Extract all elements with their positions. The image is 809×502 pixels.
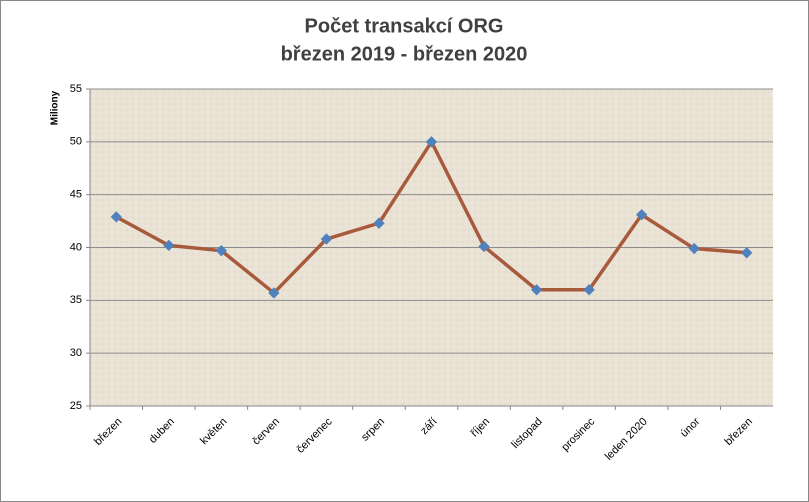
point-marker bbox=[635, 209, 648, 221]
point-marker bbox=[478, 240, 490, 253]
point-marker bbox=[320, 233, 333, 245]
y-tick-label: 30 bbox=[70, 347, 82, 359]
point-marker bbox=[583, 284, 595, 296]
point-marker bbox=[268, 287, 280, 299]
y-tick-label: 50 bbox=[70, 136, 82, 148]
point-marker bbox=[425, 136, 438, 148]
y-tick-label: 25 bbox=[70, 400, 82, 412]
y-axis-label: Miliony bbox=[50, 90, 61, 125]
point-marker bbox=[530, 284, 543, 296]
point-marker bbox=[163, 239, 175, 252]
point-marker bbox=[688, 242, 700, 255]
point-marker bbox=[373, 217, 385, 229]
y-tick-label: 45 bbox=[70, 189, 82, 201]
y-tick-label: 55 bbox=[70, 83, 82, 95]
chart-title: Počet transakcí ORG bbox=[305, 15, 504, 37]
y-tick-label: 35 bbox=[70, 294, 82, 306]
chart-subtitle: březen 2019 - březen 2020 bbox=[281, 43, 528, 65]
y-tick-label: 40 bbox=[70, 241, 82, 253]
point-marker bbox=[215, 245, 228, 257]
